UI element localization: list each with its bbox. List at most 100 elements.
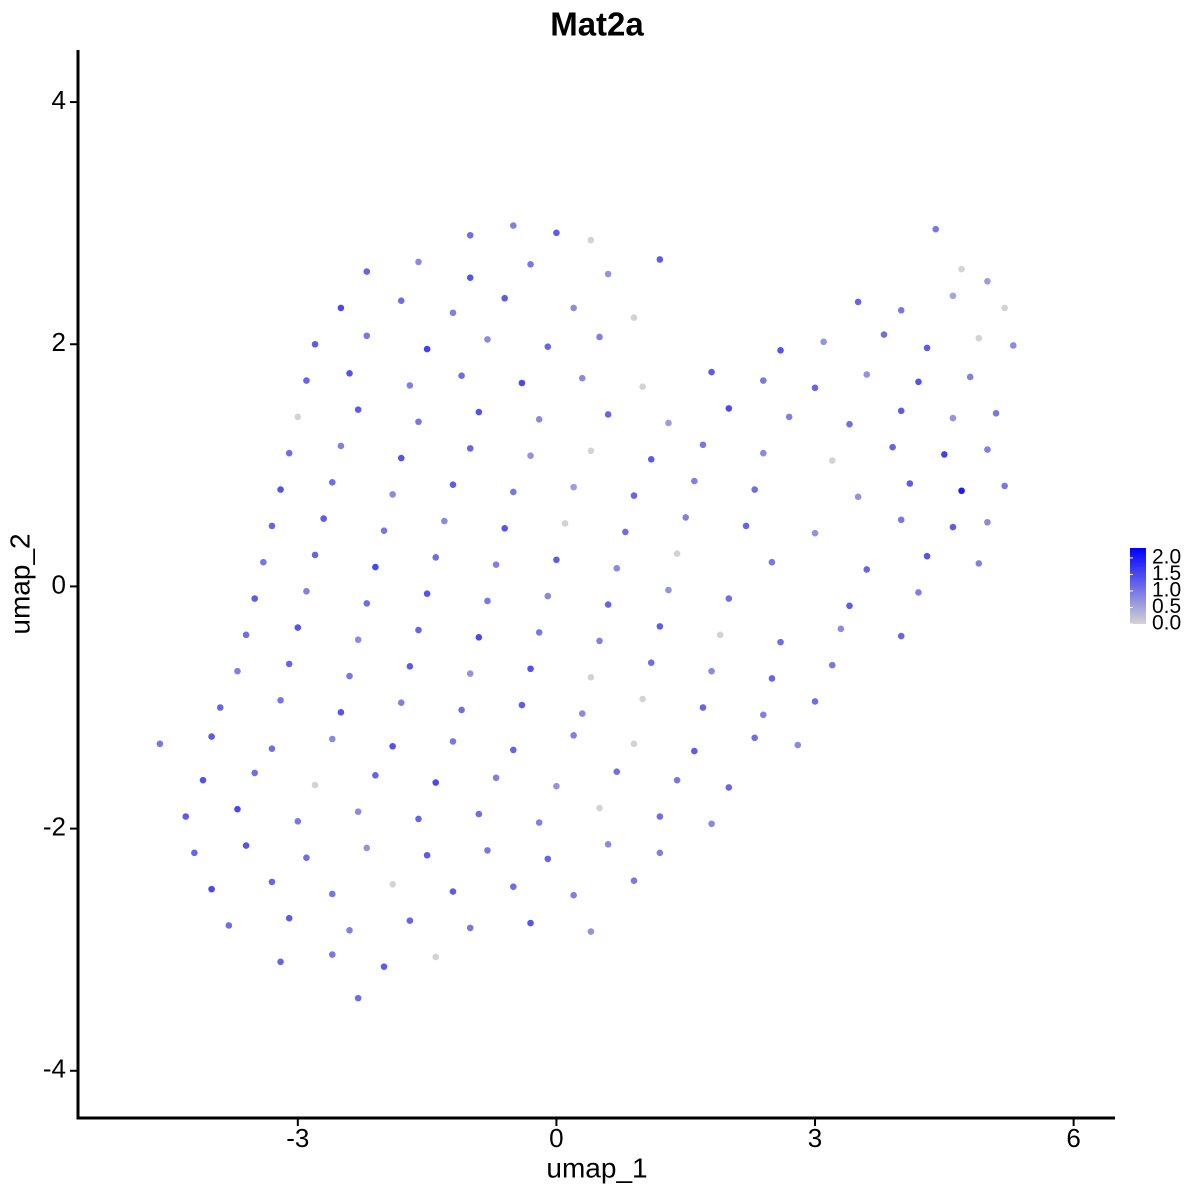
point bbox=[768, 675, 776, 682]
point bbox=[311, 551, 319, 559]
point bbox=[449, 481, 457, 489]
point bbox=[604, 841, 612, 848]
point bbox=[622, 528, 629, 536]
point bbox=[406, 917, 414, 924]
point bbox=[251, 595, 259, 602]
point bbox=[561, 520, 569, 527]
point bbox=[984, 518, 991, 526]
point bbox=[432, 779, 440, 786]
point bbox=[492, 774, 500, 782]
point bbox=[846, 420, 853, 428]
point bbox=[949, 292, 957, 300]
point bbox=[518, 379, 526, 387]
point bbox=[337, 442, 345, 450]
point bbox=[682, 514, 690, 521]
point bbox=[665, 419, 672, 427]
point bbox=[613, 564, 621, 572]
colorbar-tick-label: 1.0 bbox=[1152, 579, 1181, 602]
point bbox=[380, 527, 388, 535]
point bbox=[346, 370, 353, 377]
point bbox=[553, 556, 560, 564]
point bbox=[484, 597, 491, 605]
point bbox=[277, 958, 284, 966]
point bbox=[630, 877, 638, 884]
point bbox=[639, 383, 646, 390]
point bbox=[699, 704, 707, 711]
point bbox=[846, 602, 853, 610]
point bbox=[958, 265, 965, 273]
point bbox=[759, 377, 767, 384]
y-axis-label: umap_2 bbox=[4, 533, 35, 634]
point bbox=[458, 706, 465, 714]
point bbox=[216, 704, 224, 711]
point bbox=[691, 747, 698, 755]
point bbox=[303, 587, 310, 595]
point bbox=[794, 741, 802, 749]
point bbox=[260, 558, 267, 566]
point bbox=[389, 880, 396, 888]
point bbox=[992, 409, 1000, 417]
point bbox=[510, 883, 517, 891]
point bbox=[708, 667, 715, 675]
point bbox=[751, 486, 758, 493]
point bbox=[346, 672, 353, 680]
point bbox=[285, 914, 293, 922]
point bbox=[234, 667, 241, 675]
point bbox=[587, 673, 595, 681]
point bbox=[897, 516, 905, 524]
point bbox=[466, 445, 474, 452]
point bbox=[242, 631, 250, 639]
point bbox=[191, 849, 198, 857]
point bbox=[578, 374, 586, 382]
point bbox=[337, 709, 345, 716]
point bbox=[294, 413, 302, 421]
point bbox=[449, 888, 457, 895]
point bbox=[570, 483, 577, 491]
point bbox=[949, 414, 957, 422]
point bbox=[915, 378, 922, 386]
colorbar-tick-label: 0.5 bbox=[1152, 595, 1181, 618]
point bbox=[854, 298, 862, 306]
point bbox=[966, 373, 974, 381]
point bbox=[234, 805, 241, 813]
point bbox=[897, 632, 905, 640]
y-tick-label: 2 bbox=[52, 327, 66, 357]
point bbox=[389, 742, 396, 750]
point bbox=[544, 855, 552, 863]
point bbox=[725, 595, 733, 602]
point bbox=[596, 637, 603, 645]
point bbox=[501, 524, 508, 532]
point bbox=[759, 449, 767, 457]
point bbox=[578, 710, 586, 717]
point bbox=[932, 225, 940, 233]
point bbox=[294, 624, 302, 631]
point bbox=[156, 740, 164, 748]
point bbox=[328, 890, 336, 898]
point bbox=[285, 660, 293, 668]
point bbox=[673, 776, 681, 784]
point bbox=[673, 550, 681, 558]
point bbox=[337, 304, 345, 312]
point bbox=[397, 699, 405, 706]
point bbox=[897, 307, 905, 314]
point bbox=[268, 878, 276, 886]
point bbox=[1009, 342, 1017, 349]
point bbox=[915, 589, 922, 596]
point bbox=[527, 919, 534, 927]
point bbox=[415, 626, 422, 634]
point bbox=[880, 331, 888, 338]
point bbox=[475, 408, 483, 416]
point bbox=[604, 270, 612, 278]
colorbar bbox=[1130, 548, 1146, 624]
point bbox=[415, 815, 422, 823]
point bbox=[182, 813, 190, 820]
point bbox=[587, 236, 595, 244]
point bbox=[328, 735, 336, 743]
point bbox=[535, 416, 543, 423]
point bbox=[432, 953, 440, 961]
point bbox=[570, 732, 577, 739]
point bbox=[406, 663, 414, 670]
point bbox=[941, 451, 948, 458]
point bbox=[372, 772, 379, 779]
point bbox=[449, 738, 457, 745]
